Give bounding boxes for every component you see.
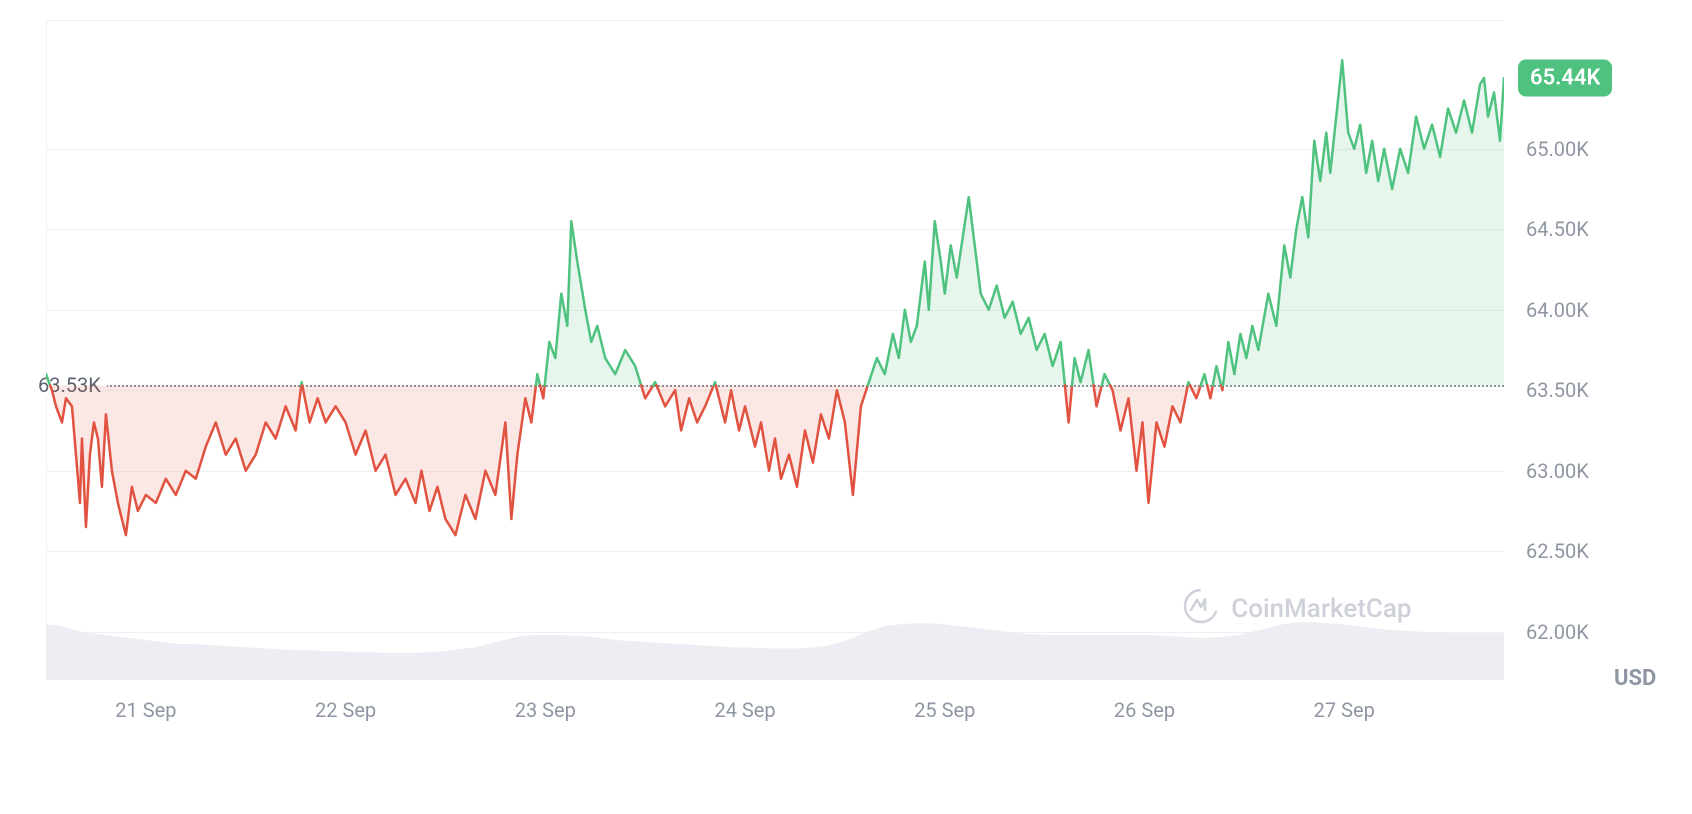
price-chart[interactable]: 63.53K 65.44K 62.00K62.50K63.00K63.50K64… [0,0,1692,814]
volume-bars-svg [0,0,1692,814]
